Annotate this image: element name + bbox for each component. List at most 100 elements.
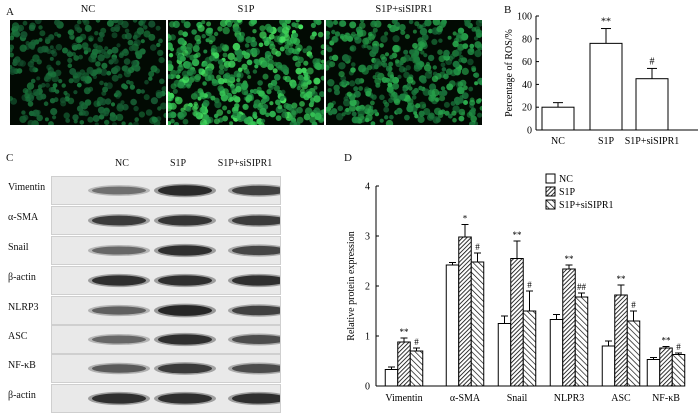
cell bbox=[403, 54, 411, 62]
cell bbox=[284, 44, 290, 50]
band bbox=[158, 185, 212, 196]
cell bbox=[182, 118, 189, 125]
cell bbox=[223, 60, 231, 68]
micrograph-title-s1p-sisipr1: S1P+siSIPR1 bbox=[375, 4, 433, 15]
bar bbox=[589, 42, 623, 131]
cell bbox=[252, 113, 257, 118]
cell bbox=[245, 36, 253, 44]
cell bbox=[252, 88, 258, 95]
cell bbox=[80, 102, 88, 110]
cell bbox=[277, 26, 284, 33]
cell bbox=[478, 20, 482, 24]
cell bbox=[170, 111, 177, 118]
cell bbox=[129, 84, 135, 90]
cell bbox=[168, 34, 172, 42]
cell bbox=[13, 30, 21, 38]
cell bbox=[51, 74, 59, 83]
cell bbox=[423, 108, 431, 116]
cell bbox=[427, 54, 435, 62]
band bbox=[92, 393, 146, 404]
cell bbox=[291, 102, 298, 109]
cell bbox=[224, 72, 231, 79]
cell bbox=[380, 35, 388, 43]
cell bbox=[290, 107, 299, 116]
cell bbox=[380, 54, 386, 60]
cell bbox=[449, 53, 456, 60]
band bbox=[92, 246, 146, 255]
cell bbox=[370, 121, 376, 125]
cell bbox=[291, 82, 297, 88]
cell bbox=[463, 100, 468, 105]
wb-strip-image bbox=[88, 362, 290, 375]
cell bbox=[218, 64, 225, 70]
cell bbox=[388, 66, 393, 72]
cell bbox=[211, 45, 217, 51]
cell bbox=[444, 110, 450, 116]
cell bbox=[181, 20, 186, 24]
cell bbox=[297, 56, 304, 63]
cell bbox=[145, 109, 153, 116]
cell bbox=[95, 61, 101, 67]
cell bbox=[192, 110, 198, 117]
cell bbox=[303, 113, 311, 121]
cell bbox=[313, 77, 321, 85]
cell bbox=[379, 43, 384, 48]
cell bbox=[206, 118, 212, 124]
significance-mark: * bbox=[463, 214, 468, 224]
cell bbox=[392, 35, 400, 43]
wb-strip-image bbox=[88, 183, 290, 198]
bar bbox=[659, 347, 673, 387]
band bbox=[232, 364, 286, 373]
cell bbox=[27, 119, 35, 125]
cell bbox=[107, 49, 113, 55]
cell bbox=[79, 69, 86, 75]
cell bbox=[379, 94, 385, 101]
cell bbox=[422, 88, 430, 96]
cell bbox=[461, 57, 468, 64]
cell bbox=[226, 109, 231, 115]
cell bbox=[440, 62, 446, 68]
cell bbox=[373, 58, 381, 66]
cell bbox=[372, 75, 377, 80]
cell bbox=[286, 39, 292, 45]
wb-row-label: NLRP3 bbox=[8, 302, 39, 313]
cell bbox=[285, 48, 293, 56]
cell bbox=[210, 95, 216, 101]
cell bbox=[452, 60, 460, 68]
y-axis-label: Relative protein expression bbox=[346, 231, 357, 340]
cell bbox=[104, 119, 110, 125]
cell bbox=[477, 98, 482, 103]
x-tick-label: ASC bbox=[611, 393, 631, 404]
legend-label: S1P bbox=[559, 187, 576, 198]
cell bbox=[275, 115, 282, 121]
cell bbox=[236, 77, 241, 83]
cell bbox=[245, 94, 253, 102]
cell bbox=[83, 110, 89, 117]
cell bbox=[226, 21, 233, 28]
cell bbox=[111, 122, 118, 125]
cell bbox=[382, 62, 388, 68]
cell bbox=[356, 29, 362, 35]
cell bbox=[111, 74, 119, 82]
cell bbox=[259, 31, 267, 39]
cell bbox=[431, 75, 439, 82]
cell bbox=[148, 20, 156, 28]
bar bbox=[626, 320, 641, 387]
cell bbox=[132, 20, 138, 23]
cell bbox=[174, 96, 180, 101]
cell bbox=[189, 54, 196, 61]
cell bbox=[424, 20, 432, 27]
cell bbox=[236, 54, 242, 60]
cell bbox=[156, 42, 161, 48]
cell bbox=[437, 49, 443, 55]
cell bbox=[101, 90, 107, 96]
cell bbox=[315, 112, 320, 118]
cell bbox=[114, 24, 121, 31]
y-tick-label: 2 bbox=[365, 282, 370, 293]
cell bbox=[92, 69, 99, 76]
cell bbox=[340, 35, 345, 40]
cell bbox=[327, 79, 335, 87]
cell bbox=[111, 67, 119, 75]
cell bbox=[454, 48, 462, 56]
